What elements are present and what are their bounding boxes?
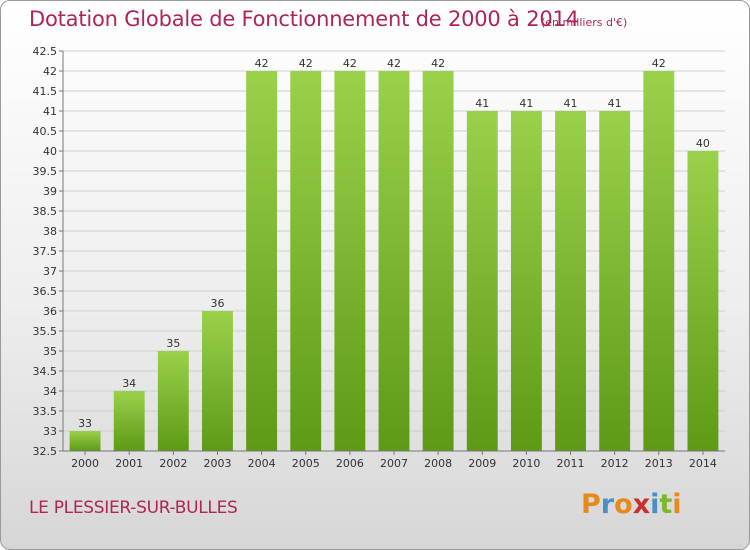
data-label: 40 [696, 137, 710, 150]
x-tick-label: 2002 [159, 457, 187, 470]
chart-title: Dotation Globale de Fonctionnement de 20… [29, 7, 579, 31]
y-tick-label: 37.5 [33, 245, 58, 258]
y-tick-label: 38.5 [33, 205, 58, 218]
bar-2005 [290, 71, 322, 451]
y-tick-label: 40 [43, 145, 57, 158]
data-label: 42 [299, 57, 313, 70]
y-tick-label: 36 [43, 305, 57, 318]
bar-2013 [643, 71, 675, 451]
data-label: 42 [255, 57, 269, 70]
data-label: 35 [166, 337, 180, 350]
y-tick-label: 34 [43, 385, 57, 398]
data-label: 42 [431, 57, 445, 70]
bar-2012 [599, 111, 631, 451]
x-tick-label: 2013 [645, 457, 673, 470]
bar-2003 [202, 311, 233, 451]
proxiti-logo[interactable]: Proxiti [581, 489, 682, 520]
data-label: 42 [343, 57, 357, 70]
x-tick-label: 2014 [689, 457, 717, 470]
y-tick-label: 36.5 [33, 285, 58, 298]
data-label: 34 [122, 377, 136, 390]
x-tick-label: 2004 [248, 457, 276, 470]
x-tick-label: 2008 [424, 457, 452, 470]
logo-letter: r [600, 489, 615, 520]
bar-2000 [69, 431, 101, 451]
bar-2008 [422, 71, 454, 451]
bar-2004 [246, 71, 278, 451]
y-tick-label: 39 [43, 185, 57, 198]
x-tick-label: 2011 [557, 457, 585, 470]
x-tick-label: 2003 [203, 457, 231, 470]
data-label: 41 [608, 97, 622, 110]
bar-2014 [687, 151, 719, 451]
chart-subtitle: (en milliers d'€) [541, 16, 628, 29]
x-tick-label: 2009 [468, 457, 496, 470]
bar-2007 [378, 71, 410, 451]
data-label: 36 [210, 297, 224, 310]
y-tick-label: 35 [43, 345, 57, 358]
x-tick-label: 2001 [115, 457, 143, 470]
data-label: 42 [652, 57, 666, 70]
y-tick-label: 41.5 [33, 85, 58, 98]
y-tick-label: 32.5 [33, 445, 58, 458]
data-label: 33 [78, 417, 92, 430]
x-tick-label: 2010 [512, 457, 540, 470]
y-tick-label: 40.5 [33, 125, 58, 138]
y-tick-label: 42 [43, 65, 57, 78]
bar-2006 [334, 71, 366, 451]
data-labels: 33 34 35 36 42 42 42 42 42 41 41 41 41 42 40 [78, 57, 710, 430]
y-tick-label: 42.5 [33, 45, 58, 58]
bar-2002 [157, 351, 189, 451]
bar-2001 [113, 391, 145, 451]
y-tick-label: 39.5 [33, 165, 58, 178]
y-tick-label: 34.5 [33, 365, 58, 378]
logo-letter: t [659, 489, 673, 520]
data-label: 41 [519, 97, 533, 110]
y-tick-label: 33 [43, 425, 57, 438]
data-label: 42 [387, 57, 401, 70]
logo-letter: i [650, 489, 660, 520]
data-label: 41 [564, 97, 578, 110]
x-tick-label: 2007 [380, 457, 408, 470]
logo-letter: o [614, 489, 633, 520]
bar-2010 [510, 111, 542, 451]
x-tick-label: 2005 [292, 457, 320, 470]
bar-2011 [555, 111, 586, 451]
data-label: 41 [475, 97, 489, 110]
y-tick-label: 37 [43, 265, 57, 278]
logo-letter: P [581, 489, 601, 520]
y-tick-label: 41 [43, 105, 57, 118]
commune-name: LE PLESSIER-SUR-BULLES [29, 498, 238, 518]
y-tick-label: 38 [43, 225, 57, 238]
logo-letter: x [632, 489, 651, 520]
logo-letter: i [672, 489, 682, 520]
bar-2009 [466, 111, 498, 451]
bars [69, 71, 719, 451]
x-tick-label: 2000 [71, 457, 99, 470]
y-tick-label: 33.5 [33, 405, 58, 418]
y-tick-label: 35.5 [33, 325, 58, 338]
x-tick-label: 2012 [601, 457, 629, 470]
x-tick-label: 2006 [336, 457, 364, 470]
axes: 32.5 33 33.5 34 34.5 35 35.5 36 36.5 37 37.5 38 38.5… [33, 45, 725, 470]
